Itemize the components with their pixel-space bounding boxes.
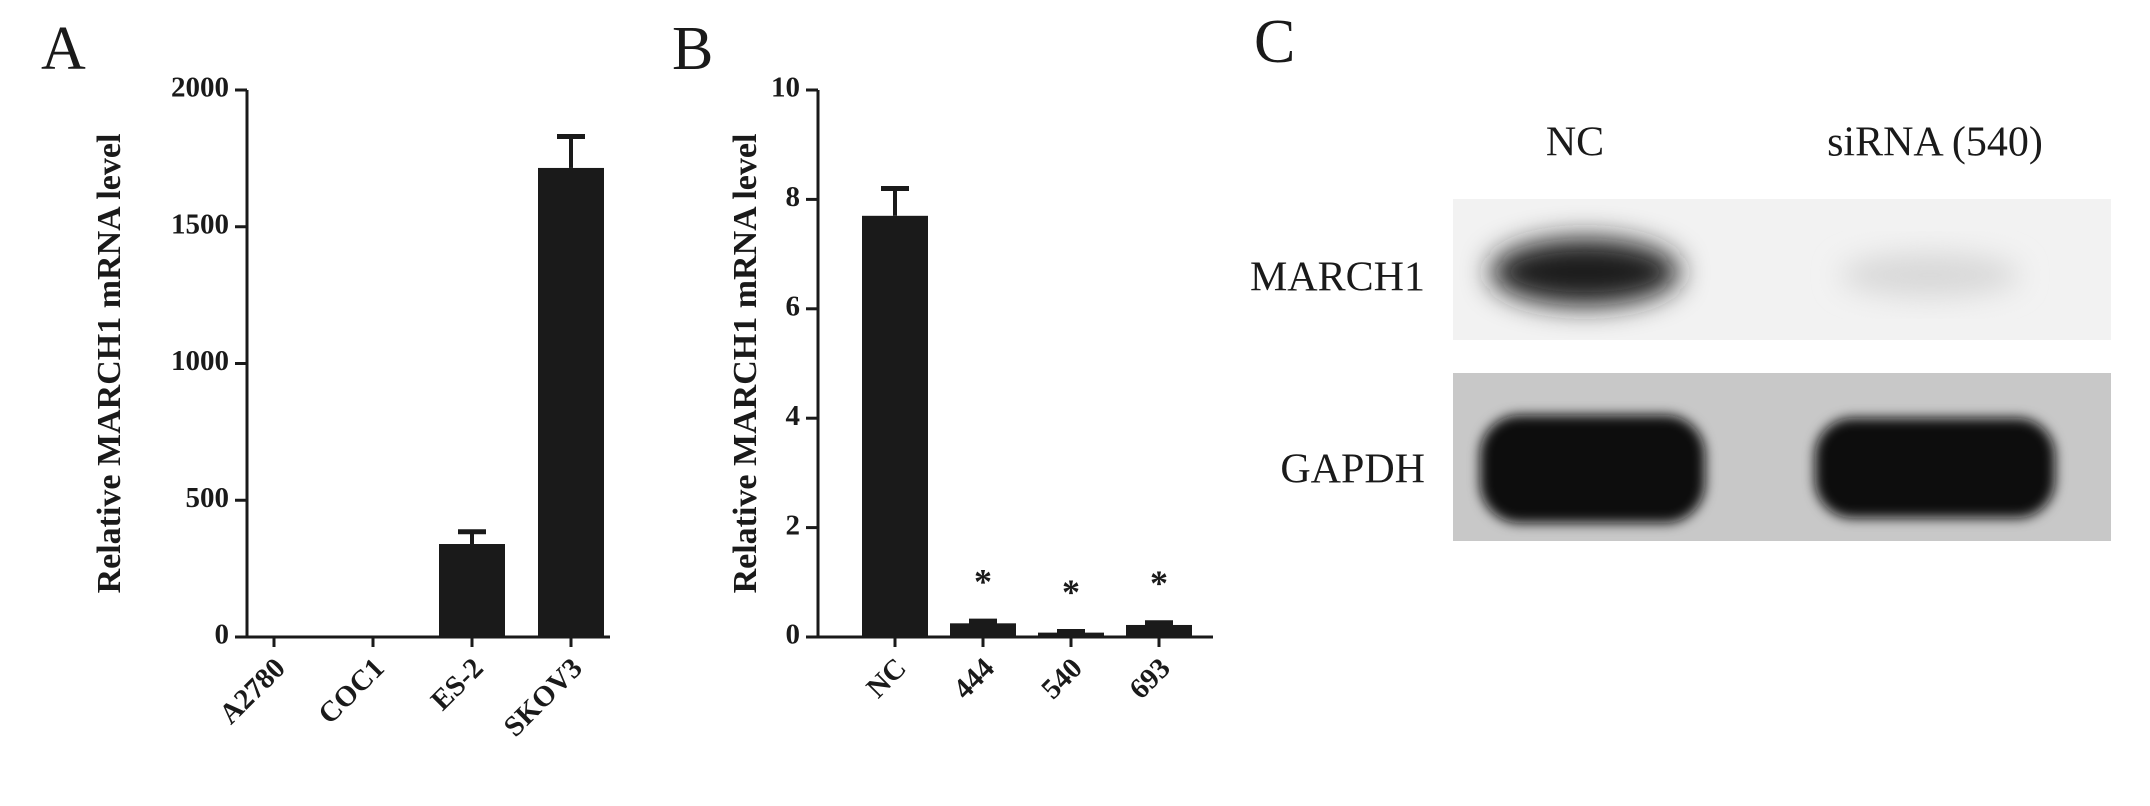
y-tick-label: 10 [771,72,800,104]
y-axis-label: Relative MARCH1 mRNA level [727,134,764,594]
bar [1126,624,1192,637]
y-tick-label: 8 [786,181,801,213]
x-tick-label: NC [860,652,912,704]
y-tick-label: 500 [186,482,230,514]
row-label: GAPDH [1280,447,1425,493]
bar [862,215,928,637]
bar [439,544,505,637]
x-tick-label: COC1 [312,652,390,730]
y-tick-label: 1000 [171,345,229,377]
x-tick-label: SKOV3 [498,652,589,743]
blot-band [1480,415,1705,523]
y-tick-label: 6 [786,290,801,322]
bar [950,623,1016,637]
bar [538,167,604,637]
lane-label: NC [1546,120,1604,166]
panel-label: B [672,15,713,83]
significance-mark: * [1150,563,1168,603]
y-tick-label: 1500 [171,208,229,240]
blot-band [1840,253,2020,297]
significance-mark: * [974,561,992,601]
blot-band [1490,238,1680,306]
blot-band [1815,418,2055,518]
x-tick-label: 540 [1035,652,1088,705]
y-tick-label: 2 [786,509,801,541]
bar [1038,632,1104,637]
y-tick-label: 2000 [171,72,229,104]
x-tick-label: 693 [1123,652,1176,705]
y-tick-label: 0 [786,619,801,651]
x-tick-label: A2780 [213,652,291,730]
x-tick-label: ES-2 [425,652,490,717]
panel-label: C [1254,8,1295,76]
panel-label: A [41,15,86,83]
y-tick-label: 0 [215,619,230,651]
bar [340,636,406,638]
bar [241,636,307,638]
lane-label: siRNA (540) [1827,120,2043,166]
y-tick-label: 4 [786,400,801,432]
significance-mark: * [1062,572,1080,612]
row-label: MARCH1 [1250,255,1425,301]
x-tick-label: 444 [947,652,1000,705]
y-axis-label: Relative MARCH1 mRNA level [91,134,128,594]
